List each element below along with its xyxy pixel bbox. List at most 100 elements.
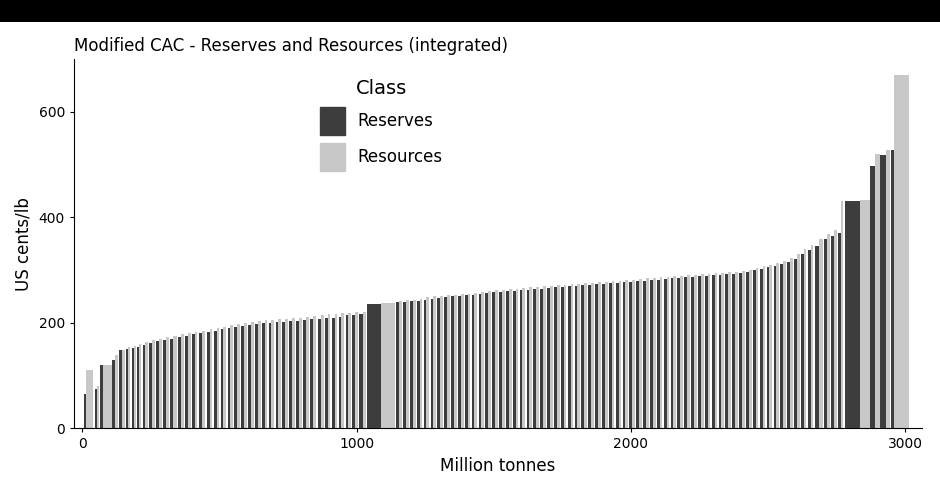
Bar	[891, 150, 894, 428]
Bar	[643, 281, 646, 428]
Bar	[728, 272, 731, 428]
Bar	[753, 270, 756, 428]
Bar	[547, 288, 550, 428]
Bar	[886, 150, 890, 428]
Bar	[827, 234, 830, 428]
Bar	[712, 275, 714, 428]
Bar	[368, 304, 382, 428]
Bar	[170, 339, 173, 428]
Bar	[574, 286, 577, 428]
Bar	[807, 250, 810, 428]
Bar	[338, 317, 341, 428]
Bar	[767, 268, 770, 428]
Bar	[571, 284, 573, 428]
Bar	[881, 155, 886, 428]
Bar	[424, 299, 427, 428]
Bar	[113, 360, 115, 428]
Bar	[472, 295, 475, 428]
Bar	[742, 270, 744, 428]
Bar	[198, 333, 202, 428]
Bar	[526, 290, 529, 428]
Bar	[633, 280, 634, 428]
Bar	[485, 294, 488, 428]
Bar	[275, 322, 278, 428]
Bar	[137, 346, 139, 428]
Bar	[604, 282, 607, 428]
Bar	[207, 332, 210, 428]
Bar	[410, 301, 413, 428]
Bar	[619, 281, 621, 428]
Bar	[403, 302, 406, 428]
Bar	[760, 269, 762, 428]
Bar	[694, 275, 697, 428]
Bar	[248, 325, 251, 428]
Bar	[536, 287, 539, 428]
Bar	[227, 328, 230, 428]
Bar	[797, 254, 800, 428]
Bar	[180, 335, 183, 428]
Bar	[534, 289, 536, 428]
Bar	[416, 301, 419, 428]
Bar	[708, 274, 711, 428]
Bar	[591, 283, 594, 428]
Bar	[684, 277, 687, 428]
Bar	[310, 319, 313, 428]
Bar	[860, 200, 876, 428]
Bar	[269, 323, 272, 428]
Bar	[714, 273, 717, 428]
Bar	[509, 289, 511, 428]
Bar	[214, 331, 216, 428]
Bar	[296, 321, 299, 428]
Bar	[554, 288, 556, 428]
Bar	[664, 279, 666, 428]
Bar	[834, 230, 837, 428]
Bar	[185, 336, 188, 428]
Bar	[122, 350, 125, 428]
Bar	[216, 328, 219, 428]
Bar	[100, 365, 103, 428]
Bar	[678, 278, 681, 428]
Bar	[458, 296, 461, 428]
Bar	[523, 288, 525, 428]
Bar	[756, 268, 759, 428]
Bar	[445, 297, 447, 428]
Bar	[133, 345, 136, 428]
Bar	[221, 329, 224, 428]
Bar	[612, 281, 615, 428]
Bar	[719, 275, 721, 428]
Bar	[625, 280, 628, 428]
Bar	[739, 273, 742, 428]
Bar	[582, 285, 585, 428]
Bar	[824, 240, 827, 428]
Bar	[598, 282, 601, 428]
Bar	[495, 290, 498, 428]
Bar	[556, 285, 559, 428]
Legend: Reserves, Resources: Reserves, Resources	[311, 71, 451, 179]
Bar	[475, 294, 478, 428]
Bar	[630, 282, 633, 428]
Bar	[363, 312, 366, 428]
Bar	[488, 291, 491, 428]
Bar	[400, 301, 401, 428]
Bar	[95, 389, 97, 428]
Bar	[787, 262, 790, 428]
Bar	[790, 258, 792, 428]
Bar	[870, 166, 875, 428]
Bar	[282, 322, 285, 428]
Bar	[195, 332, 197, 428]
Bar	[126, 349, 128, 428]
Bar	[242, 326, 244, 428]
Bar	[156, 342, 159, 428]
Bar	[652, 278, 655, 428]
Bar	[103, 365, 112, 428]
Bar	[875, 154, 881, 428]
Bar	[794, 260, 797, 428]
Bar	[262, 323, 265, 428]
Y-axis label: US cents/lb: US cents/lb	[15, 196, 33, 291]
Bar	[332, 318, 335, 428]
Bar	[306, 317, 308, 428]
Bar	[636, 281, 639, 428]
Bar	[272, 319, 274, 428]
Bar	[128, 346, 131, 428]
Bar	[516, 289, 518, 428]
